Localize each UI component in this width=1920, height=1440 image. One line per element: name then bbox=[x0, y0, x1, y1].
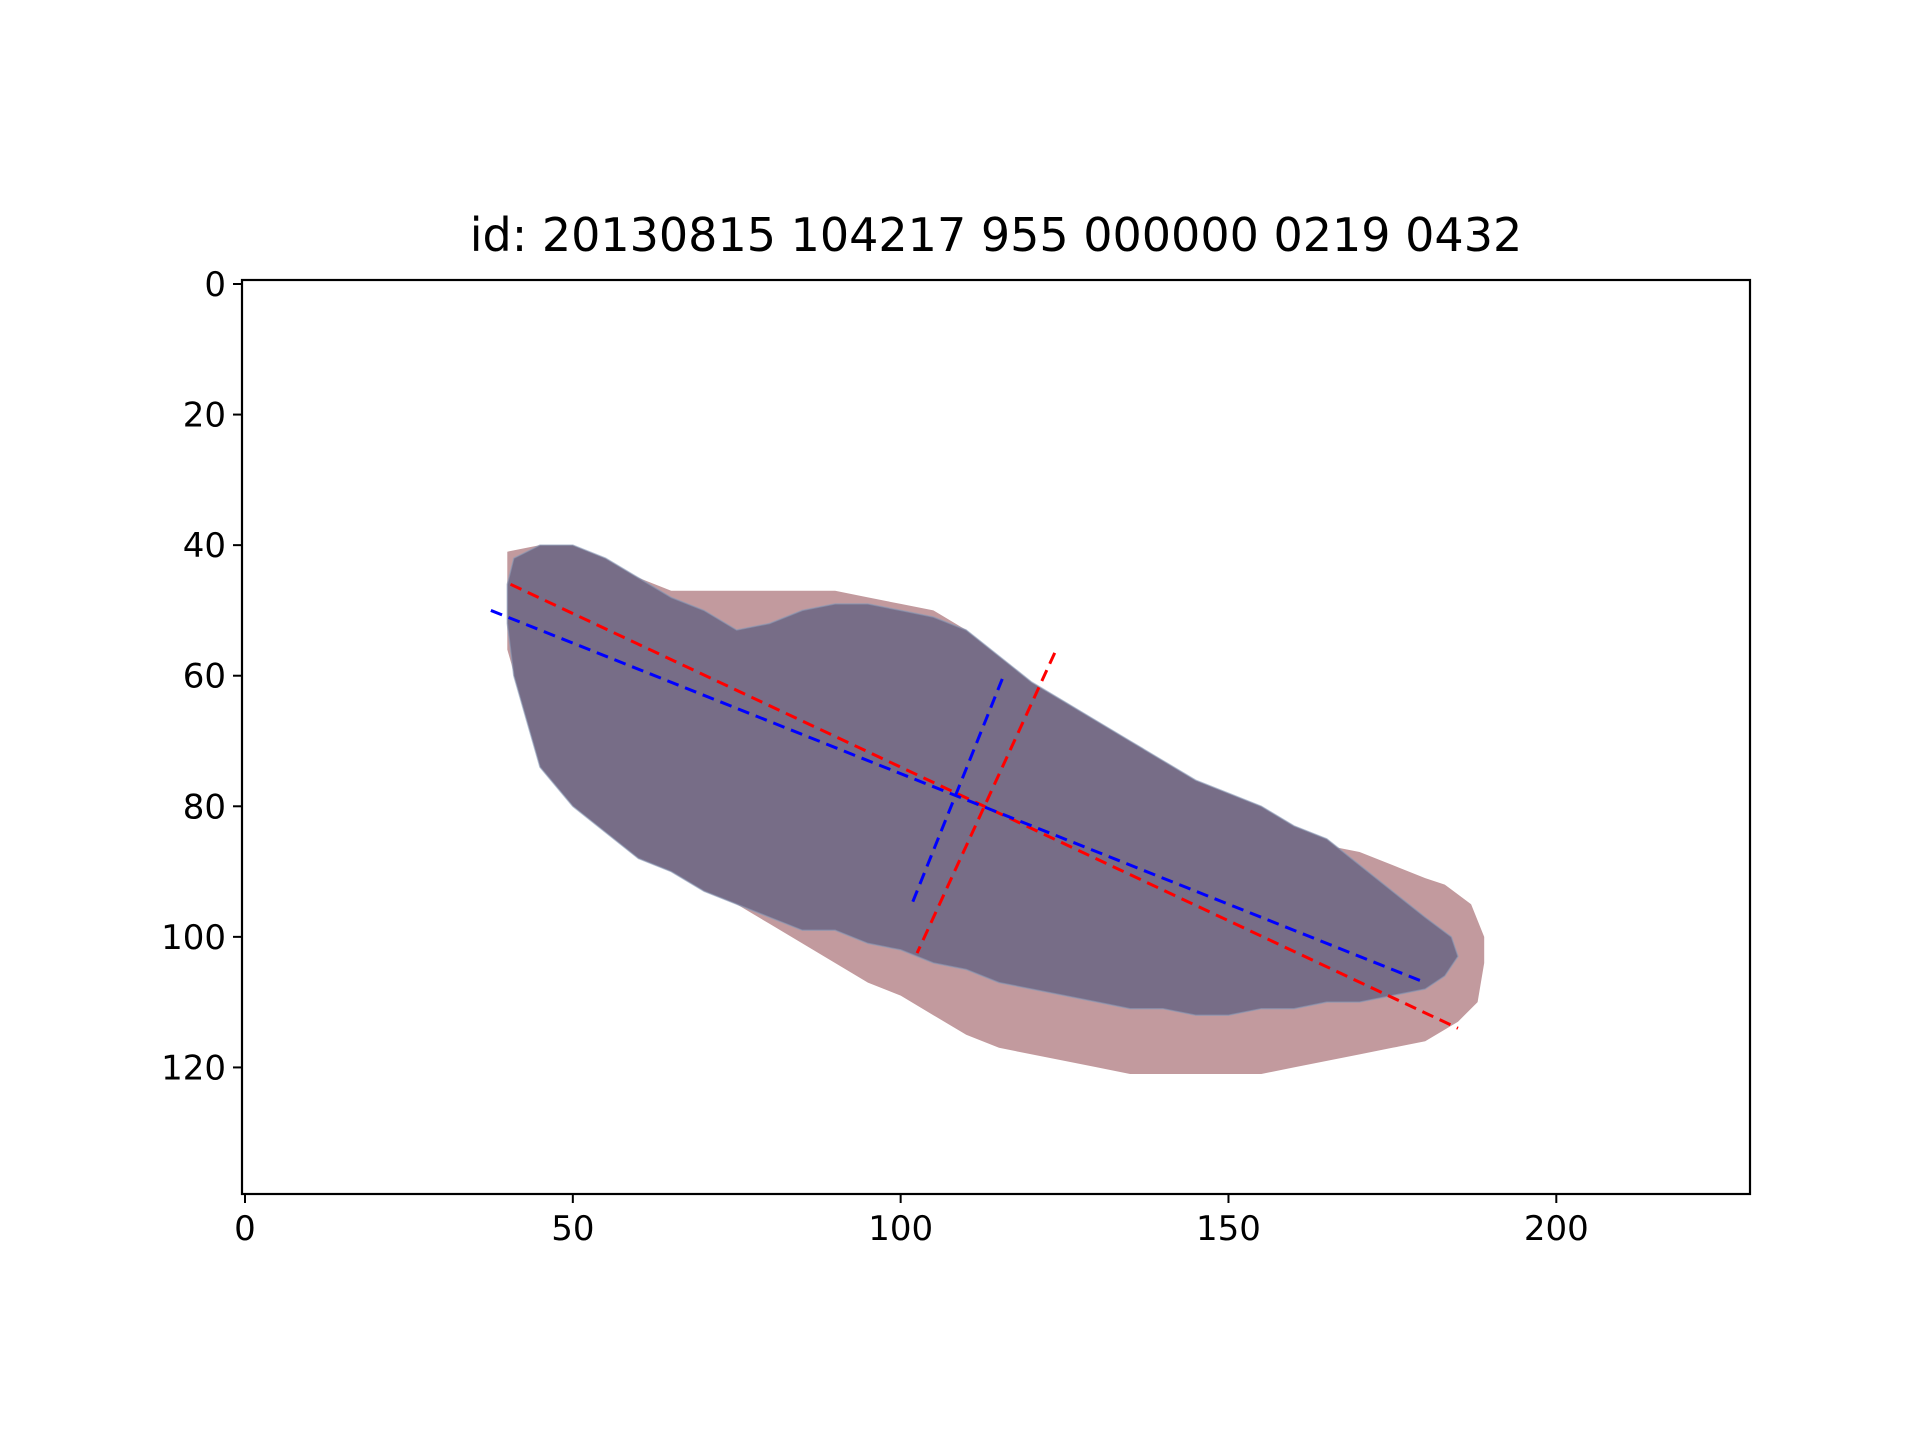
blue-major-axis bbox=[490, 609, 1426, 984]
y-tick-label: 120 bbox=[161, 1048, 226, 1088]
chart-title: id: 20130815 104217 955 000000 0219 0432 bbox=[469, 208, 1523, 262]
principal-axes-layer bbox=[490, 582, 1459, 1030]
red-major-axis bbox=[509, 582, 1459, 1030]
y-tick-label: 60 bbox=[183, 657, 226, 697]
x-tick-label: 150 bbox=[1196, 1209, 1261, 1249]
x-tick-label: 50 bbox=[551, 1209, 594, 1249]
x-tick-label: 100 bbox=[868, 1209, 933, 1249]
axes-frame bbox=[240, 278, 1752, 1196]
y-tick-label: 100 bbox=[161, 918, 226, 958]
mask-layer bbox=[506, 544, 1485, 1074]
x-tick-label: 200 bbox=[1524, 1209, 1589, 1249]
x-ticks: 0 50 100 150 200 bbox=[234, 1194, 1589, 1249]
blue-minor-axis bbox=[909, 678, 1004, 909]
y-tick-label: 0 bbox=[204, 265, 226, 305]
inner-mask-region bbox=[506, 544, 1459, 1016]
red-minor-axis bbox=[915, 652, 1057, 954]
y-tick-label: 40 bbox=[183, 526, 226, 566]
y-ticks: 0 20 40 60 80 100 120 bbox=[161, 265, 242, 1088]
y-tick-label: 80 bbox=[183, 787, 226, 827]
x-tick-label: 0 bbox=[234, 1209, 256, 1249]
y-tick-label: 20 bbox=[183, 396, 226, 436]
